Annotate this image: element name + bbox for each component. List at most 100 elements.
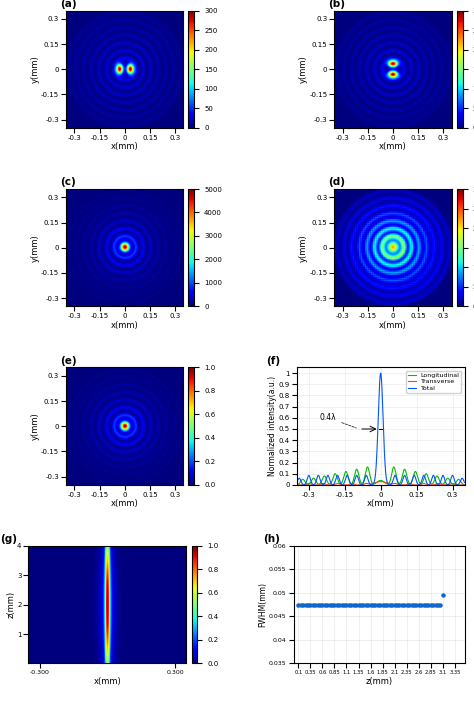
Text: (g): (g) [0,534,17,545]
Point [427,599,435,610]
Y-axis label: Normalized intensity(a.u.): Normalized intensity(a.u.) [268,376,277,476]
Line: Transverse: Transverse [297,482,465,485]
Line: Total: Total [297,373,465,485]
X-axis label: x(mm): x(mm) [379,143,407,152]
Point [316,599,324,610]
X-axis label: x(mm): x(mm) [367,499,394,508]
Point [386,599,393,610]
Longitudinal [457,476,463,484]
Point [357,599,365,610]
Point [365,599,372,610]
Total [426,480,432,489]
Point [294,599,302,610]
Point [314,599,321,610]
Point [418,599,425,610]
Point [309,599,317,610]
Point [415,599,422,610]
Point [302,599,310,610]
Text: (b): (b) [328,0,346,9]
Point [429,599,437,610]
Transverse [378,477,383,486]
Point [439,590,447,601]
Point [391,599,399,610]
Point [434,599,442,610]
Point [401,599,408,610]
Y-axis label: z(mm): z(mm) [7,591,16,618]
Point [321,599,328,610]
Longitudinal [371,479,377,488]
Legend: Longitudinal, Transverse, Total: Longitudinal, Transverse, Total [406,371,461,393]
Point [360,599,367,610]
Longitudinal [426,476,432,484]
X-axis label: x(mm): x(mm) [111,321,138,330]
X-axis label: x(mm): x(mm) [379,321,407,330]
Point [362,599,370,610]
Text: 0.4λ: 0.4λ [319,413,356,428]
Text: (e): (e) [60,356,77,366]
Point [425,599,432,610]
Longitudinal [294,481,300,489]
Text: (f): (f) [266,356,281,366]
Point [374,599,382,610]
Point [331,599,338,610]
Point [319,599,326,610]
Point [422,599,430,610]
Transverse [462,481,467,489]
Point [355,599,362,610]
X-axis label: x(mm): x(mm) [111,499,138,508]
Point [347,599,355,610]
Point [352,599,360,610]
Point [396,599,403,610]
Total [457,478,463,486]
Point [343,599,350,610]
Point [345,599,353,610]
Transverse [426,481,432,489]
Point [398,599,406,610]
Text: (a): (a) [60,0,77,9]
Total [294,478,300,486]
Longitudinal [375,477,381,485]
Point [376,599,384,610]
Point [381,599,389,610]
Point [300,599,307,610]
Point [336,599,343,610]
Longitudinal [302,478,308,486]
Total [462,478,467,486]
Point [338,599,346,610]
X-axis label: z(mm): z(mm) [365,677,392,686]
Y-axis label: y(mm): y(mm) [30,55,39,83]
Point [328,599,336,610]
Y-axis label: y(mm): y(mm) [30,234,39,262]
Point [340,599,348,610]
Total [369,481,374,489]
Point [437,599,444,610]
Point [372,599,379,610]
Point [412,599,420,610]
Point [311,599,319,610]
Text: (c): (c) [60,178,76,187]
Point [420,599,428,610]
Point [432,599,439,610]
Text: (h): (h) [263,534,280,545]
Point [383,599,391,610]
Longitudinal [365,463,370,471]
Transverse [457,481,463,489]
Total [378,369,383,377]
Transverse [294,481,300,489]
Point [297,599,304,610]
Point [350,599,357,610]
Longitudinal [457,476,463,484]
Line: Longitudinal: Longitudinal [297,467,465,485]
Longitudinal [462,481,467,489]
Point [369,599,377,610]
Point [304,599,312,610]
Total [457,478,463,486]
Point [389,599,396,610]
Text: (d): (d) [328,178,346,187]
Y-axis label: y(mm): y(mm) [30,412,39,440]
Point [323,599,331,610]
Transverse [371,479,377,487]
Point [408,599,415,610]
Point [405,599,413,610]
Total [371,478,377,486]
